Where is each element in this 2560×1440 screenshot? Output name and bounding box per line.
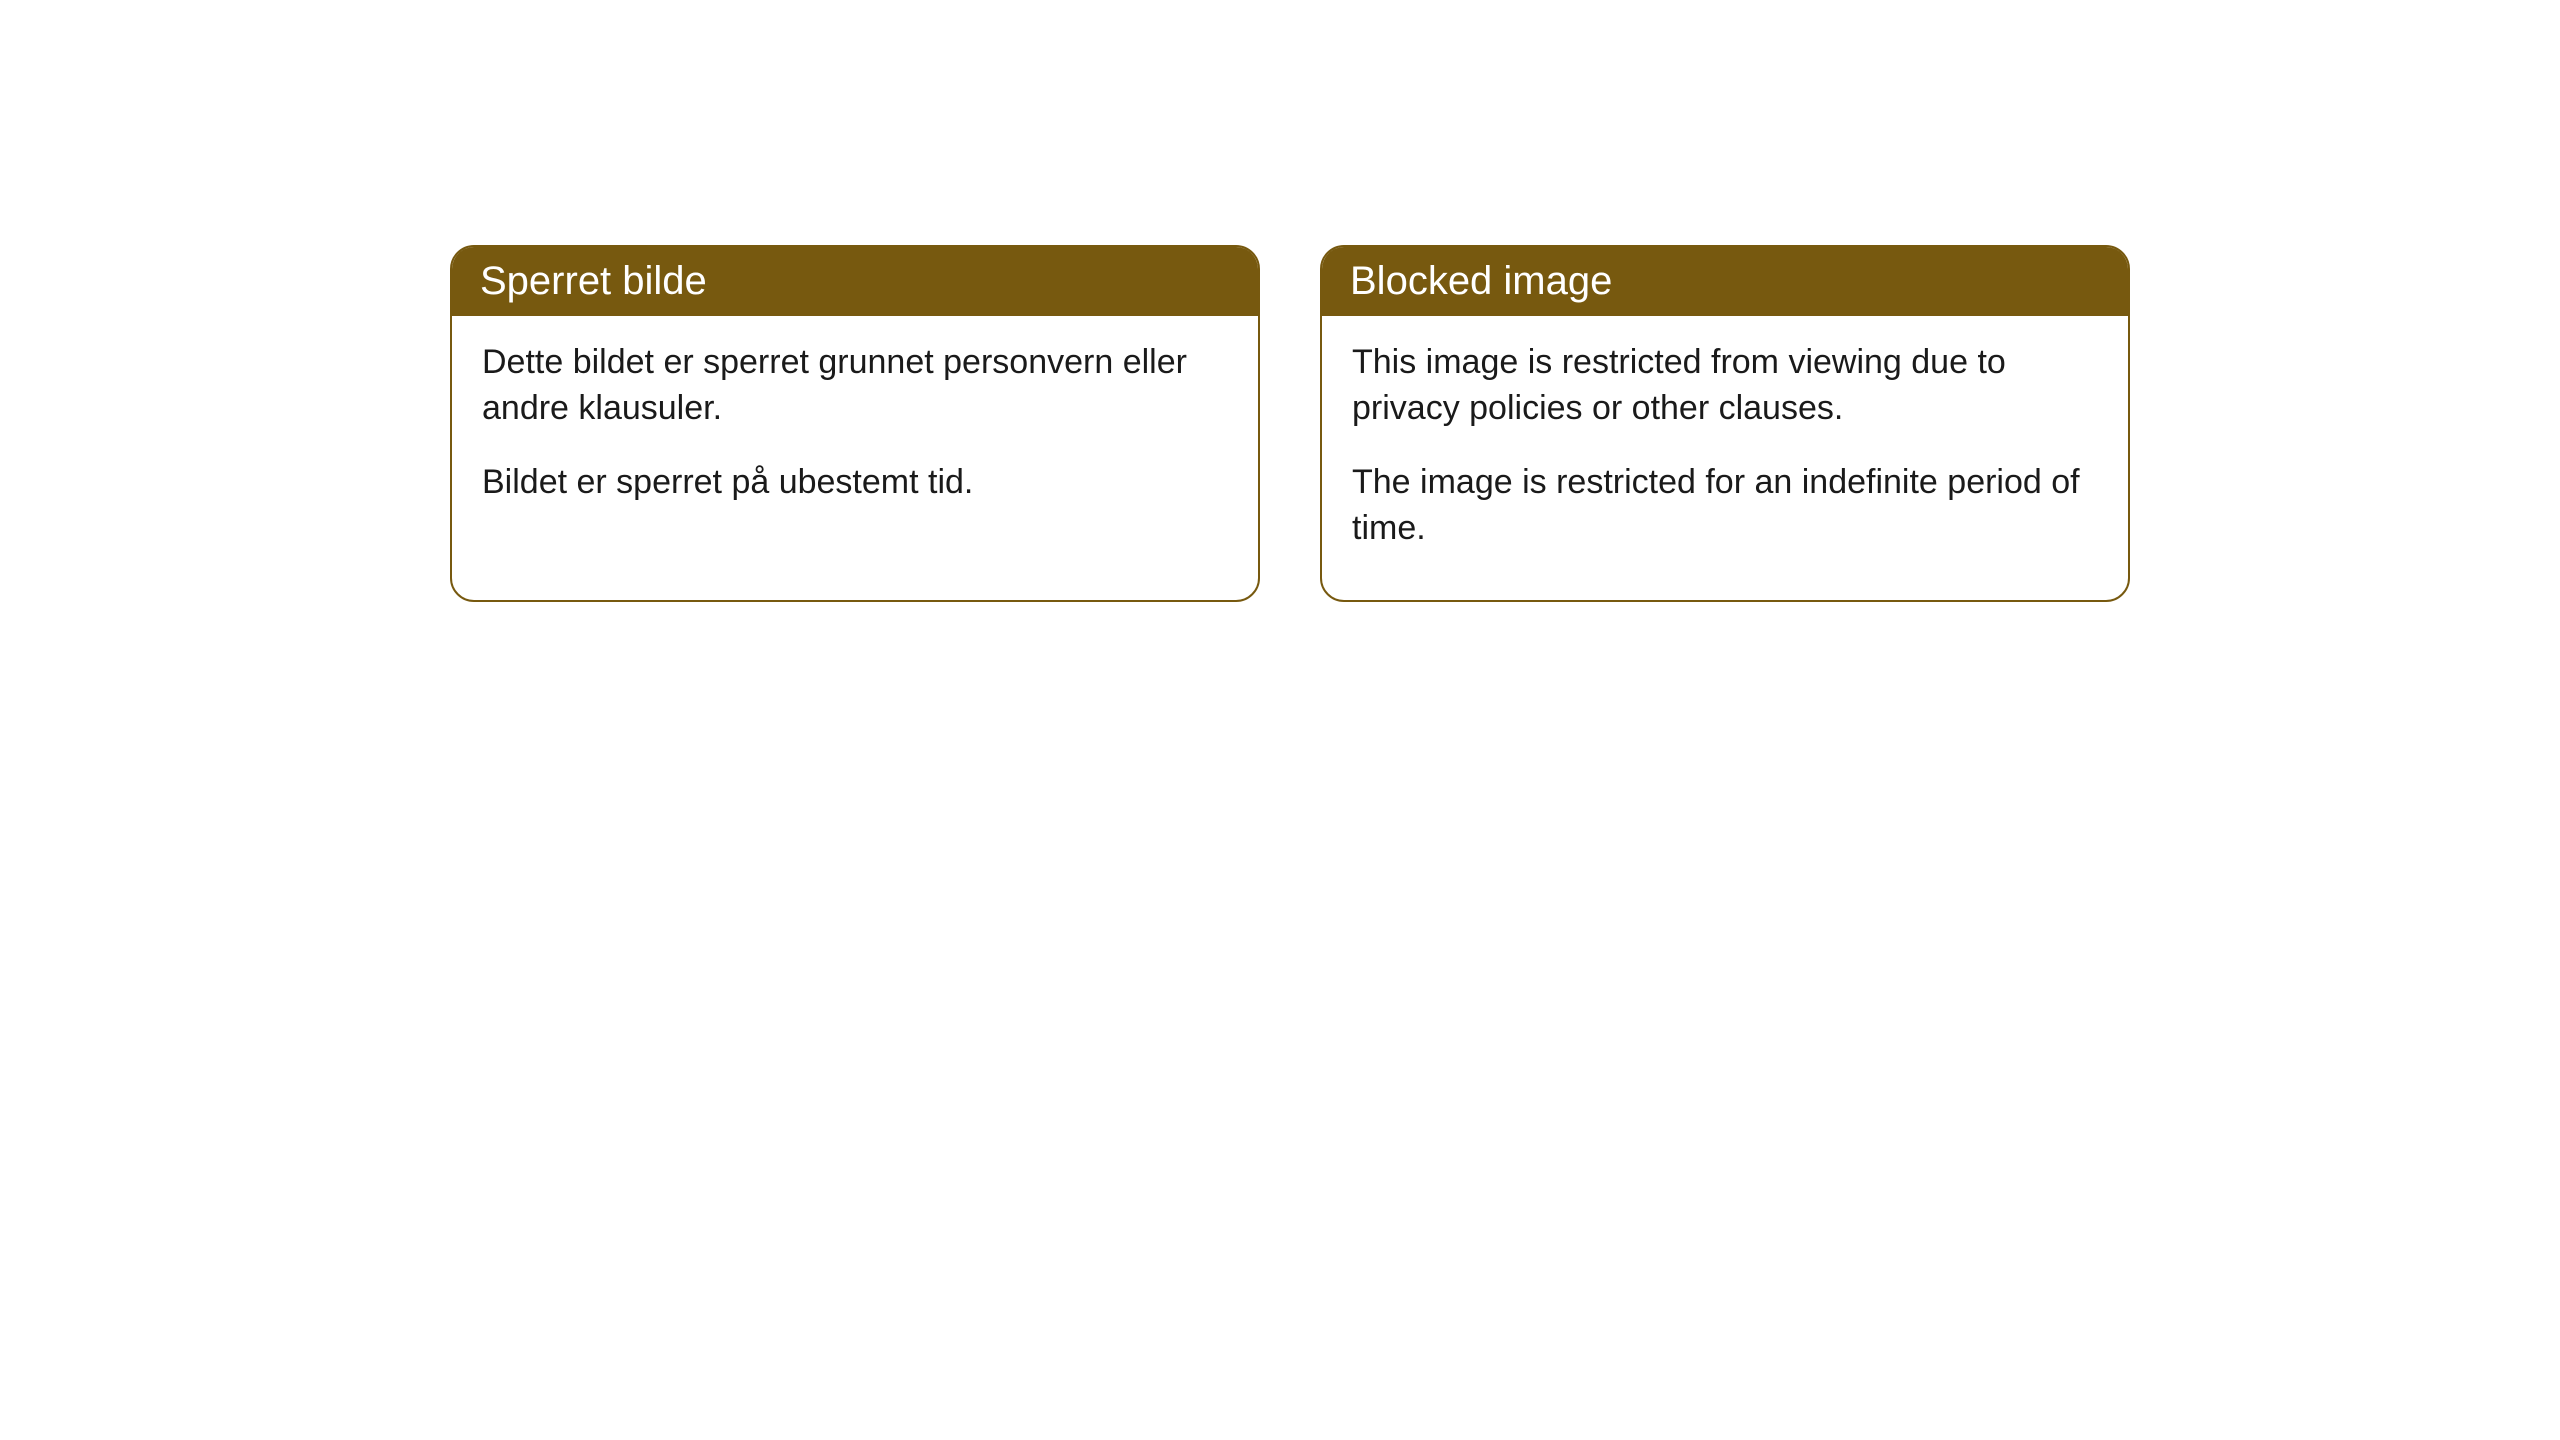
blocked-image-card-en: Blocked image This image is restricted f…	[1320, 245, 2130, 602]
cards-container: Sperret bilde Dette bildet er sperret gr…	[450, 245, 2130, 602]
card-paragraph-en-1: This image is restricted from viewing du…	[1352, 340, 2098, 432]
card-body-no: Dette bildet er sperret grunnet personve…	[452, 316, 1258, 554]
card-paragraph-en-2: The image is restricted for an indefinit…	[1352, 460, 2098, 552]
card-body-en: This image is restricted from viewing du…	[1322, 316, 2128, 600]
card-header-no: Sperret bilde	[452, 247, 1258, 316]
card-header-en: Blocked image	[1322, 247, 2128, 316]
card-title-no: Sperret bilde	[480, 259, 707, 303]
blocked-image-card-no: Sperret bilde Dette bildet er sperret gr…	[450, 245, 1260, 602]
card-title-en: Blocked image	[1350, 259, 1612, 303]
card-paragraph-no-2: Bildet er sperret på ubestemt tid.	[482, 460, 1228, 506]
card-paragraph-no-1: Dette bildet er sperret grunnet personve…	[482, 340, 1228, 432]
